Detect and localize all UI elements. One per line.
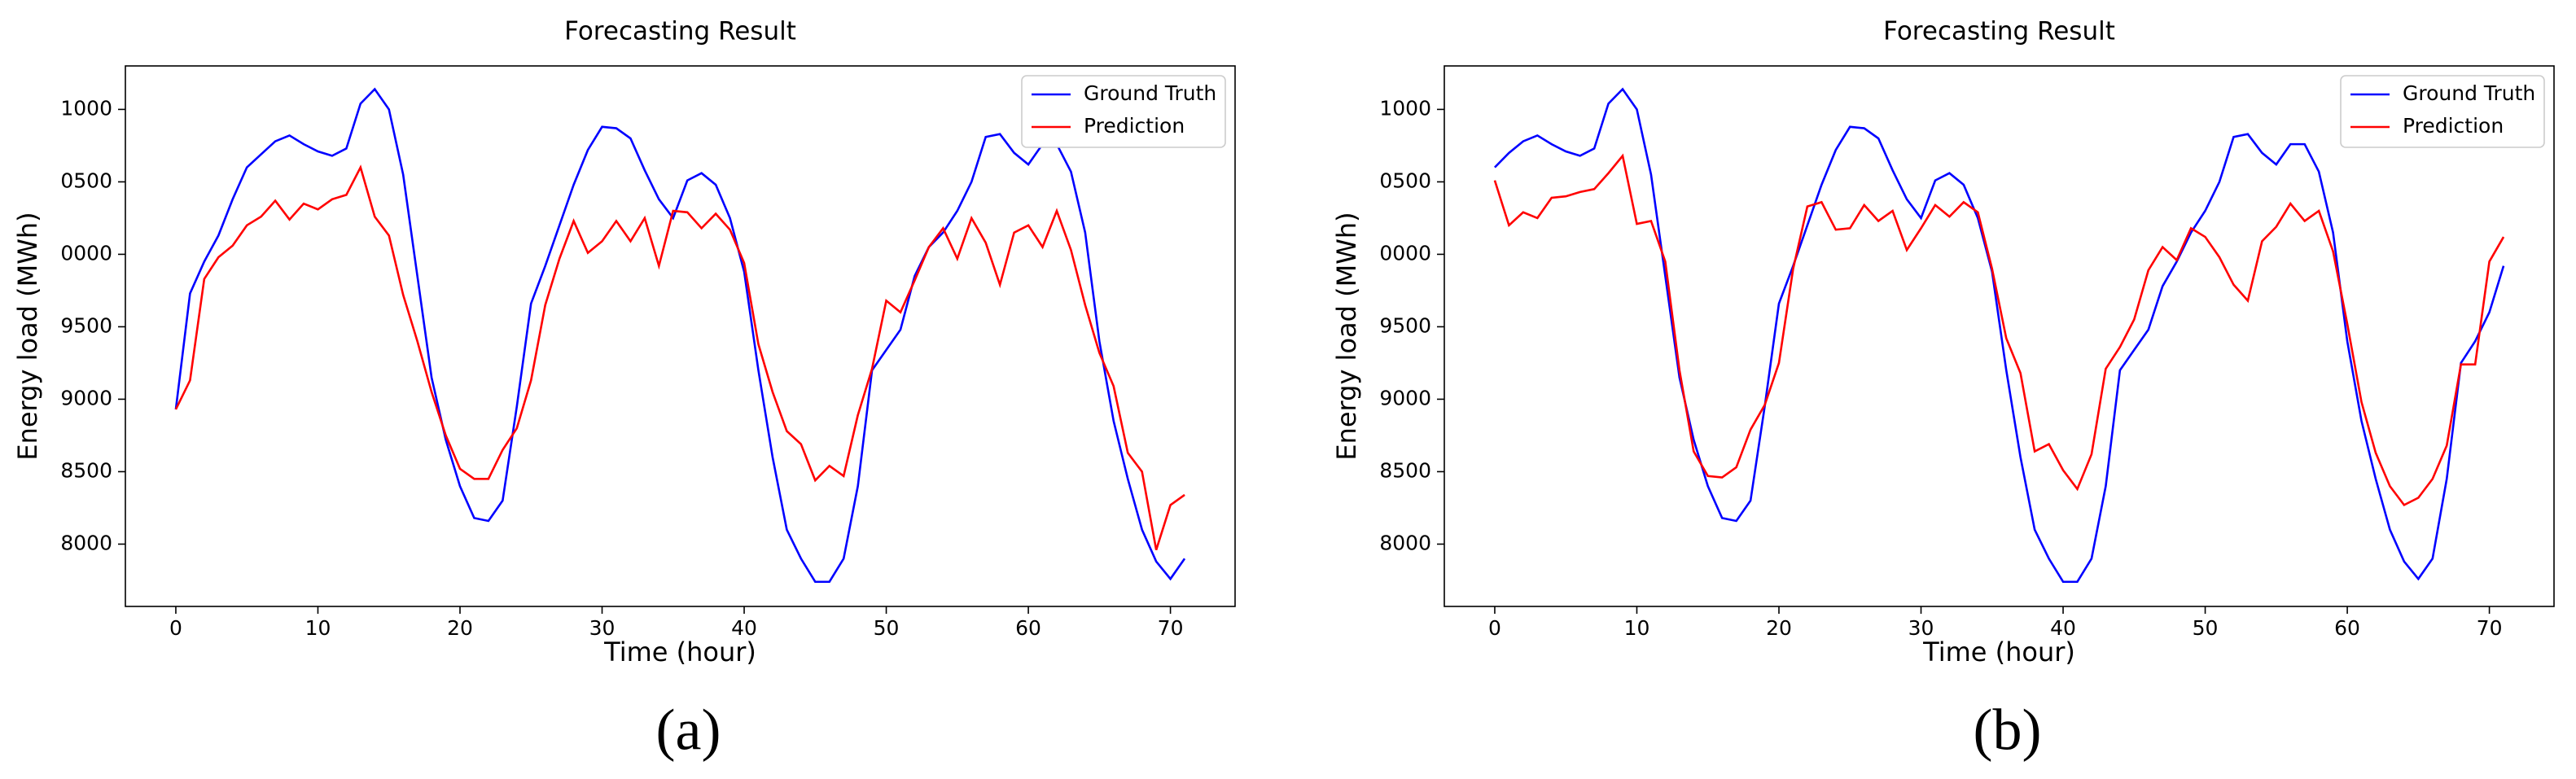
x-tick-label: 50 bbox=[2193, 616, 2219, 640]
y-tick-label: 8000 bbox=[60, 531, 112, 554]
x-tick-label: 60 bbox=[1015, 616, 1041, 640]
x-tick-label: 0 bbox=[169, 616, 182, 640]
x-tick-label: 30 bbox=[1908, 616, 1934, 640]
y-axis-label: Energy load (MWh) bbox=[12, 212, 43, 460]
y-tick-label: 0500 bbox=[1379, 168, 1431, 192]
data-line bbox=[1494, 87, 2505, 584]
y-tick-label: 0500 bbox=[60, 168, 112, 192]
x-tick-label: 0 bbox=[1488, 616, 1501, 640]
y-axis-label: Energy load (MWh) bbox=[1331, 212, 1362, 460]
chart-title: Forecasting Result bbox=[1883, 17, 2115, 46]
x-tick-label: 10 bbox=[305, 616, 331, 640]
x-axis-label: Time (hour) bbox=[603, 637, 756, 667]
y-tick-label: 9000 bbox=[60, 386, 112, 409]
y-tick-label: 9000 bbox=[1379, 386, 1431, 409]
y-tick-label: 9500 bbox=[60, 313, 112, 337]
y-tick-label: 0000 bbox=[60, 241, 112, 265]
caption: (b) bbox=[1974, 698, 2042, 763]
y-tick-label: 8500 bbox=[1379, 458, 1431, 482]
x-tick-label: 70 bbox=[1158, 616, 1184, 640]
caption: (a) bbox=[656, 698, 721, 763]
x-tick-label: 40 bbox=[731, 616, 757, 640]
legend-box bbox=[2340, 75, 2545, 148]
y-tick-label: 1000 bbox=[1379, 96, 1431, 120]
y-tick-label: 9500 bbox=[1379, 313, 1431, 337]
x-tick-label: 10 bbox=[1624, 616, 1650, 640]
legend-label: Ground Truth bbox=[1084, 81, 1216, 105]
x-tick-label: 30 bbox=[589, 616, 616, 640]
x-tick-label: 40 bbox=[2050, 616, 2076, 640]
x-tick-label: 20 bbox=[1766, 616, 1792, 640]
chart-title: Forecasting Result bbox=[564, 17, 796, 46]
y-tick-label: 0000 bbox=[1379, 241, 1431, 265]
legend-box bbox=[1021, 75, 1226, 148]
legend-label: Prediction bbox=[1084, 114, 1185, 138]
plot-frame bbox=[1444, 65, 2555, 607]
y-tick-label: 1000 bbox=[60, 96, 112, 120]
x-tick-label: 50 bbox=[874, 616, 900, 640]
legend-label: Ground Truth bbox=[2403, 81, 2535, 105]
y-tick-label: 8000 bbox=[1379, 531, 1431, 554]
y-tick-label: 8500 bbox=[60, 458, 112, 482]
data-line bbox=[174, 164, 1185, 550]
legend-label: Prediction bbox=[2403, 114, 2504, 138]
x-axis-label: Time (hour) bbox=[1922, 637, 2075, 667]
x-tick-label: 70 bbox=[2477, 616, 2503, 640]
plot-frame bbox=[125, 65, 1236, 607]
data-line bbox=[174, 87, 1186, 584]
x-tick-label: 20 bbox=[447, 616, 473, 640]
data-line bbox=[1493, 153, 2505, 507]
x-tick-label: 60 bbox=[2334, 616, 2360, 640]
